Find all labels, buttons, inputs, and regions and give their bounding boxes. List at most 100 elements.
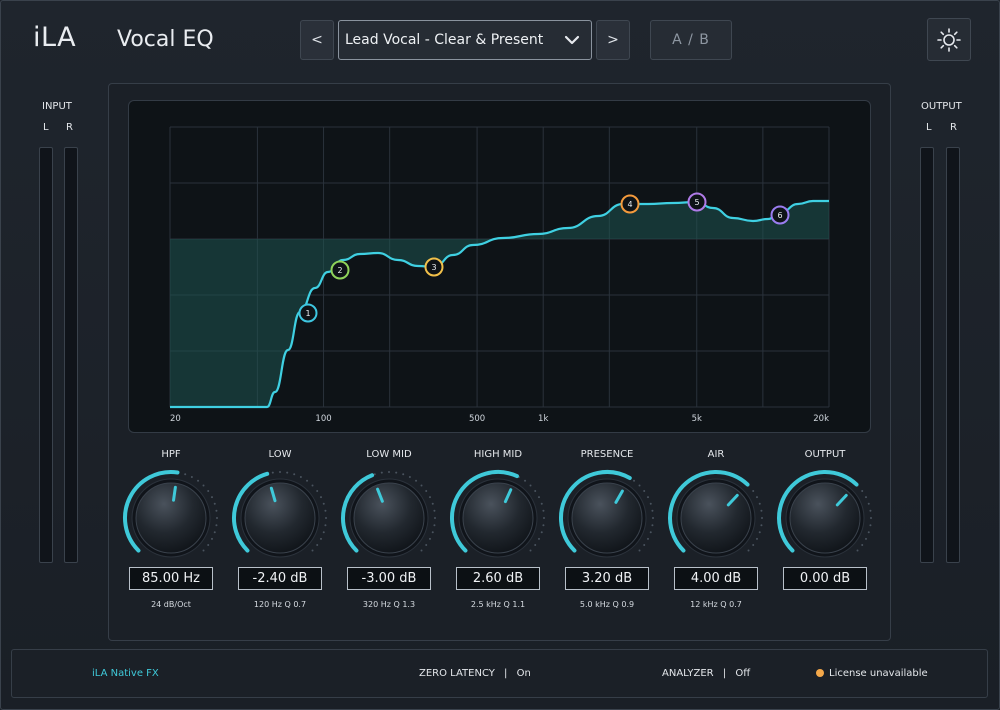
band-node-ring [330, 260, 350, 280]
output-meter-left [920, 147, 934, 563]
chevron-down-icon [564, 35, 580, 45]
knob-scale-dot [542, 524, 545, 527]
air-params: 12 kHz Q 0.7 [690, 600, 742, 609]
knob-scale-dot [215, 524, 218, 527]
knob-scale-dot [638, 549, 641, 552]
knob-scale-dot [752, 489, 755, 492]
presence-value-field[interactable]: 3.20 dB [565, 567, 649, 590]
knob-scale-dot [380, 471, 383, 474]
presence-knob-label: PRESENCE [580, 449, 634, 460]
output-meter-title: OUTPUT [921, 101, 962, 112]
prev-preset-button[interactable]: < [300, 20, 334, 60]
presence-knob[interactable] [555, 466, 659, 570]
knob-scale-dot [325, 517, 327, 519]
knob-scale-dot [197, 479, 200, 482]
band-node-3[interactable]: 3 [424, 257, 444, 277]
band-node-4[interactable]: 4 [620, 194, 640, 214]
band-node-2[interactable]: 2 [330, 260, 350, 280]
knob-value-arc [450, 470, 519, 553]
low-knob[interactable] [228, 466, 332, 570]
knob-scale-dot [402, 473, 405, 476]
knob-scale-dot [760, 524, 763, 527]
knob-scale-dot [433, 509, 436, 512]
output-meter-right-label: R [950, 122, 957, 133]
knob-scale-dot [319, 496, 322, 499]
knob-scale-dot [534, 544, 537, 547]
knob-scale-dot [425, 544, 428, 547]
next-preset-button[interactable]: > [596, 20, 630, 60]
freq-tick-label: 20k [813, 414, 829, 424]
air-knob-label: AIR [707, 449, 725, 460]
output-knob[interactable] [773, 466, 877, 570]
license-status: License unavailable [829, 668, 928, 679]
output-value-field[interactable]: 0.00 dB [783, 567, 867, 590]
low-params: 120 Hz Q 0.7 [253, 600, 307, 609]
knob-scale-dot [210, 537, 213, 540]
band-node-ring [424, 257, 444, 277]
hpf-knob[interactable] [119, 466, 223, 570]
knob-scale-dot [316, 544, 319, 547]
ab-compare-button[interactable]: A / B [650, 20, 732, 60]
settings-button[interactable] [927, 18, 971, 61]
knob-scale-dot [864, 496, 867, 499]
knob-body [353, 482, 425, 554]
knob-body [680, 482, 752, 554]
band-node-ring [620, 194, 640, 214]
zero-latency-separator: | [504, 668, 508, 679]
band-node-1[interactable]: 1 [298, 303, 318, 323]
analyzer-toggle[interactable]: ANALYZER | Off [662, 668, 750, 679]
knob-scale-dot [761, 517, 763, 519]
knob-body [135, 482, 207, 554]
hpf-params: 24 dB/Oct [151, 600, 191, 609]
knob-scale-dot [207, 489, 210, 492]
knob-scale-dot [649, 502, 652, 505]
knob-scale-dot [869, 509, 872, 512]
high-mid-knob[interactable] [446, 466, 550, 570]
zero-latency-toggle[interactable]: ZERO LATENCY | On [419, 668, 531, 679]
knob-scale-dot [542, 509, 545, 512]
low-knob-label: LOW [268, 449, 292, 460]
knob-scale-dot [867, 531, 870, 534]
input-meter-left-label: L [43, 122, 49, 133]
preset-name: Lead Vocal - Clear & Present [345, 32, 544, 48]
knob-scale-dot [216, 517, 218, 519]
freq-tick-label: 1k [538, 414, 548, 424]
air-value-field[interactable]: 4.00 dB [674, 567, 758, 590]
knob-scale-dot [529, 549, 532, 552]
knob-value-arc [123, 470, 180, 553]
knob-pointer [376, 487, 384, 503]
input-meter-right [64, 147, 78, 563]
knob-pointer [503, 488, 513, 504]
knob-scale-dot [431, 502, 434, 505]
high-mid-value-field[interactable]: 2.60 dB [456, 567, 540, 590]
zero-latency-label: ZERO LATENCY [419, 668, 495, 679]
knob-scale-dot [316, 489, 319, 492]
band-node-label: 2 [337, 266, 342, 275]
eq-response-graph[interactable]: 20 100 500 1k 5k 20k 1 2 3 4 5 6 [128, 100, 871, 433]
freq-tick-label: 5k [692, 414, 702, 424]
knob-scale-dot [651, 524, 654, 527]
preset-dropdown[interactable]: Lead Vocal - Clear & Present [338, 20, 592, 60]
band-node-ring [687, 192, 707, 212]
knob-scale-dot [207, 544, 210, 547]
knob-body [571, 482, 643, 554]
knob-scale-dot [279, 471, 281, 473]
band-node-5[interactable]: 5 [687, 192, 707, 212]
knob-scale-dot [758, 531, 761, 534]
knob-scale-dot [861, 544, 864, 547]
zero-latency-value: On [516, 668, 531, 679]
band-node-6[interactable]: 6 [770, 205, 790, 225]
air-knob[interactable] [664, 466, 768, 570]
hpf-value-field[interactable]: 85.00 Hz [129, 567, 213, 590]
knob-scale-dot [652, 517, 654, 519]
knob-scale-dot [861, 489, 864, 492]
knob-scale-dot [322, 531, 325, 534]
license-status-dot-icon [816, 669, 824, 677]
input-meter-right-label: R [66, 122, 73, 133]
low-value-field[interactable]: -2.40 dB [238, 567, 322, 590]
hpf-knob-label: HPF [161, 449, 181, 460]
knob-scale-dot [415, 479, 418, 482]
low-mid-knob[interactable] [337, 466, 441, 570]
band-node-label: 1 [305, 309, 310, 318]
low-mid-value-field[interactable]: -3.00 dB [347, 567, 431, 590]
